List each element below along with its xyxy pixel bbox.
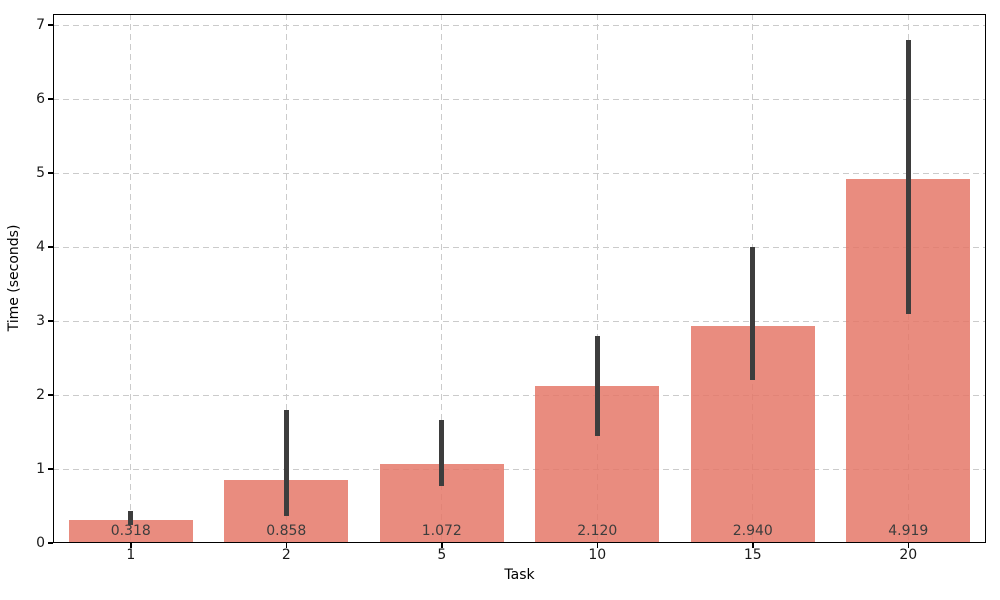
bar-value-label: 2.120 bbox=[577, 523, 618, 539]
error-bar bbox=[750, 247, 756, 381]
x-axis-tick bbox=[752, 543, 754, 548]
bar-value-label: 0.858 bbox=[266, 523, 307, 539]
y-tick-label: 2 bbox=[36, 387, 45, 403]
error-bar bbox=[439, 420, 445, 486]
y-tick-label: 0 bbox=[36, 535, 45, 551]
h-gridline bbox=[53, 24, 986, 26]
bar-value-label: 1.072 bbox=[421, 523, 462, 539]
plot-area: 0.318 0.858 1.072 2.120 2.940 4.919 bbox=[53, 14, 986, 543]
x-tick-label: 1 bbox=[126, 547, 136, 563]
h-gridline bbox=[53, 394, 986, 396]
y-axis-tick bbox=[48, 394, 53, 396]
h-gridline bbox=[53, 172, 986, 174]
y-tick-label: 4 bbox=[36, 239, 45, 256]
y-axis-tick bbox=[48, 24, 53, 26]
y-tick-label: 3 bbox=[36, 313, 45, 329]
x-tick-label: 10 bbox=[588, 547, 607, 563]
x-tick-label: 15 bbox=[743, 547, 762, 563]
y-axis-tick bbox=[48, 172, 53, 174]
y-axis-tick bbox=[48, 468, 53, 470]
y-tick-label: 7 bbox=[36, 17, 45, 34]
error-bar bbox=[128, 511, 134, 526]
h-gridline bbox=[53, 320, 986, 322]
x-axis-tick bbox=[130, 543, 132, 548]
y-axis-tick bbox=[48, 246, 53, 248]
y-axis-tick bbox=[48, 320, 53, 322]
h-gridline bbox=[53, 98, 986, 100]
y-axis-tick bbox=[48, 98, 53, 100]
bar-value-label: 4.919 bbox=[888, 523, 929, 539]
bar bbox=[68, 519, 193, 543]
x-axis-label: Task bbox=[504, 567, 535, 583]
x-tick-label: 20 bbox=[899, 547, 918, 563]
x-axis-tick bbox=[596, 543, 598, 548]
x-axis-tick bbox=[285, 543, 287, 548]
v-gridline bbox=[441, 14, 443, 543]
v-gridline bbox=[130, 14, 132, 543]
h-gridline bbox=[53, 468, 986, 470]
y-tick-label: 6 bbox=[36, 91, 45, 108]
x-axis-tick bbox=[907, 543, 909, 548]
y-axis-tick bbox=[48, 542, 53, 544]
x-tick-label: 5 bbox=[437, 547, 447, 563]
error-bar bbox=[905, 39, 911, 314]
v-gridline bbox=[285, 14, 287, 543]
v-gridline bbox=[596, 14, 598, 543]
x-axis-tick bbox=[441, 543, 443, 548]
bar-value-label: 2.940 bbox=[732, 523, 773, 539]
h-gridline bbox=[53, 246, 986, 248]
y-tick-label: 1 bbox=[36, 461, 45, 477]
error-bar bbox=[283, 409, 289, 517]
bar-value-label: 0.318 bbox=[110, 523, 151, 539]
y-tick-label: 5 bbox=[36, 165, 45, 182]
x-tick-label: 2 bbox=[281, 547, 291, 563]
error-bar bbox=[594, 335, 600, 436]
